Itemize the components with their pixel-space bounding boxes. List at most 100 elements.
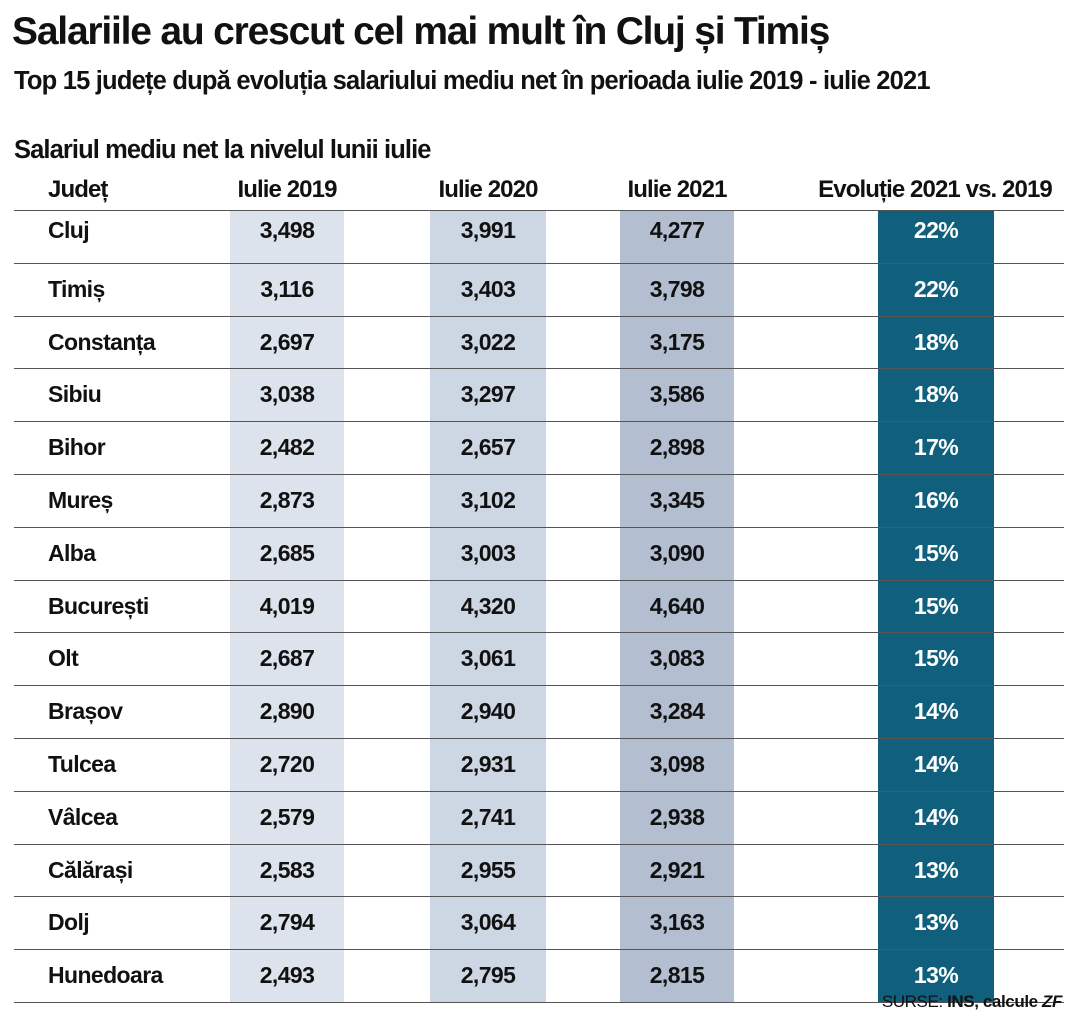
evolution-value: 14% bbox=[913, 698, 959, 724]
value-2020: 2,955 bbox=[460, 857, 516, 883]
value-2021: 2,921 bbox=[649, 857, 705, 883]
value-2020: 2,940 bbox=[460, 698, 516, 724]
value-2021: 3,163 bbox=[649, 909, 705, 935]
evolution-value: 15% bbox=[913, 593, 959, 619]
value-2019: 2,890 bbox=[259, 698, 315, 724]
chart-subtitle: Top 15 județe după evoluția salariului m… bbox=[14, 67, 931, 95]
row-separator bbox=[14, 421, 1064, 422]
value-2019: 2,687 bbox=[259, 645, 315, 671]
value-2021: 3,345 bbox=[649, 487, 705, 513]
value-2021: 3,284 bbox=[649, 698, 705, 724]
county-name: Călărași bbox=[48, 857, 133, 883]
header-2019: Iulie 2019 bbox=[237, 176, 337, 203]
col-evolution-background bbox=[878, 210, 994, 1002]
source-prefix: SURSE: bbox=[881, 992, 948, 1011]
county-name: Timiș bbox=[48, 276, 105, 302]
evolution-value: 13% bbox=[913, 857, 959, 883]
value-2020: 3,061 bbox=[460, 645, 516, 671]
value-2020: 3,297 bbox=[460, 381, 516, 407]
value-2021: 3,586 bbox=[649, 381, 705, 407]
value-2020: 3,003 bbox=[460, 540, 516, 566]
value-2021: 2,898 bbox=[649, 434, 705, 460]
row-separator bbox=[14, 896, 1064, 897]
row-separator bbox=[14, 738, 1064, 739]
value-2020: 2,795 bbox=[460, 962, 516, 988]
county-name: Tulcea bbox=[48, 751, 116, 777]
row-separator bbox=[14, 844, 1064, 845]
evolution-value: 13% bbox=[913, 962, 959, 988]
evolution-value: 22% bbox=[913, 276, 959, 302]
row-separator bbox=[14, 949, 1064, 950]
evolution-value: 18% bbox=[913, 329, 959, 355]
evolution-value: 16% bbox=[913, 487, 959, 513]
value-2019: 2,583 bbox=[259, 857, 315, 883]
value-2021: 3,083 bbox=[649, 645, 705, 671]
value-2021: 3,090 bbox=[649, 540, 705, 566]
value-2019: 2,873 bbox=[259, 487, 315, 513]
value-2020: 4,320 bbox=[460, 593, 516, 619]
county-name: Hunedoara bbox=[48, 962, 163, 988]
table-caption: Salariul mediu net la nivelul lunii iuli… bbox=[14, 136, 431, 164]
county-name: București bbox=[48, 593, 149, 619]
county-name: Olt bbox=[48, 645, 79, 671]
value-2020: 2,931 bbox=[460, 751, 516, 777]
value-2019: 3,038 bbox=[259, 381, 315, 407]
value-2020: 3,022 bbox=[460, 329, 516, 355]
value-2021: 4,640 bbox=[649, 593, 705, 619]
value-2020: 2,741 bbox=[460, 804, 516, 830]
county-name: Cluj bbox=[48, 217, 90, 243]
source-italic: ZF bbox=[1042, 992, 1062, 1011]
row-separator bbox=[14, 474, 1064, 475]
value-2019: 2,794 bbox=[259, 909, 315, 935]
value-2020: 3,064 bbox=[460, 909, 516, 935]
evolution-value: 14% bbox=[913, 804, 959, 830]
col-2019-background bbox=[230, 210, 344, 1002]
county-name: Sibiu bbox=[48, 381, 102, 407]
county-name: Constanța bbox=[48, 329, 156, 355]
header-judet: Județ bbox=[48, 176, 108, 203]
county-name: Alba bbox=[48, 540, 96, 566]
row-separator bbox=[14, 791, 1064, 792]
row-separator bbox=[14, 1002, 1064, 1003]
row-separator bbox=[14, 263, 1064, 264]
value-2020: 3,991 bbox=[460, 217, 516, 243]
col-2021-background bbox=[620, 210, 734, 1002]
row-separator bbox=[14, 368, 1064, 369]
header-evolution: Evoluție 2021 vs. 2019 bbox=[818, 176, 1053, 203]
value-2019: 2,697 bbox=[259, 329, 315, 355]
value-2021: 4,277 bbox=[649, 217, 705, 243]
evolution-value: 17% bbox=[913, 434, 959, 460]
evolution-value: 18% bbox=[913, 381, 959, 407]
row-separator bbox=[14, 632, 1064, 633]
header-2021: Iulie 2021 bbox=[627, 176, 727, 203]
value-2021: 2,815 bbox=[649, 962, 705, 988]
county-name: Vâlcea bbox=[48, 804, 118, 830]
value-2019: 2,579 bbox=[259, 804, 315, 830]
value-2019: 3,498 bbox=[259, 217, 315, 243]
row-separator bbox=[14, 685, 1064, 686]
value-2020: 3,403 bbox=[460, 276, 516, 302]
evolution-value: 15% bbox=[913, 645, 959, 671]
row-separator bbox=[14, 580, 1064, 581]
value-2019: 2,482 bbox=[259, 434, 315, 460]
value-2019: 2,685 bbox=[259, 540, 315, 566]
evolution-value: 22% bbox=[913, 217, 959, 243]
value-2021: 3,098 bbox=[649, 751, 705, 777]
county-name: Mureș bbox=[48, 487, 113, 513]
county-name: Bihor bbox=[48, 434, 106, 460]
value-2020: 3,102 bbox=[460, 487, 516, 513]
value-2019: 2,720 bbox=[259, 751, 315, 777]
value-2021: 3,798 bbox=[649, 276, 705, 302]
header-2020: Iulie 2020 bbox=[438, 176, 538, 203]
value-2020: 2,657 bbox=[460, 434, 516, 460]
row-separator bbox=[14, 527, 1064, 528]
value-2019: 4,019 bbox=[259, 593, 315, 619]
county-name: Brașov bbox=[48, 698, 123, 724]
value-2019: 3,116 bbox=[260, 276, 314, 302]
value-2021: 2,938 bbox=[649, 804, 705, 830]
source-bold: INS, calcule bbox=[947, 992, 1043, 1011]
col-2020-background bbox=[430, 210, 546, 1002]
evolution-value: 15% bbox=[913, 540, 959, 566]
county-name: Dolj bbox=[48, 909, 90, 935]
chart-title: Salariile au crescut cel mai mult în Clu… bbox=[12, 10, 830, 53]
